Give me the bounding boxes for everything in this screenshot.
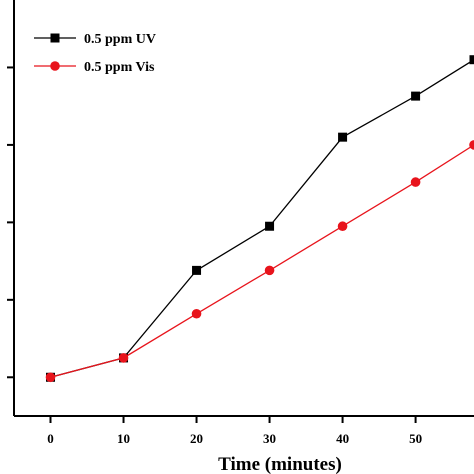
legend: 0.5 ppm UV 0.5 ppm Vis [34,32,156,75]
x-tick-label: 30 [263,431,276,446]
legend-marker-vis [50,61,60,71]
plot-area [45,55,474,383]
data-point-vis [118,353,129,363]
data-point-vis [264,265,275,276]
legend-marker-uv [50,33,60,43]
data-point-vis [469,140,474,150]
legend-label-2: 0.5 ppm Vis [84,60,155,75]
x-tick-label: 0 [47,431,54,446]
x-tick-label: 20 [190,431,203,446]
data-point-uv [265,221,275,231]
data-point-uv [411,91,421,101]
data-point-vis [45,372,56,383]
legend-label-1: 0.5 ppm UV [84,32,156,47]
series-line-2 [50,144,474,378]
series-line-1 [50,59,474,378]
data-point-uv [192,265,202,275]
axes: 0 10 20 30 40 50 [7,0,474,446]
x-tick-label: 50 [409,431,422,446]
data-point-vis [337,221,348,232]
data-point-vis [410,177,421,187]
data-point-uv [338,132,348,142]
data-point-uv [469,55,474,65]
x-axis-title: Time (minutes) [218,454,342,474]
data-point-vis [191,308,202,319]
x-tick-label: 10 [117,431,130,446]
x-tick-label: 40 [336,431,349,446]
